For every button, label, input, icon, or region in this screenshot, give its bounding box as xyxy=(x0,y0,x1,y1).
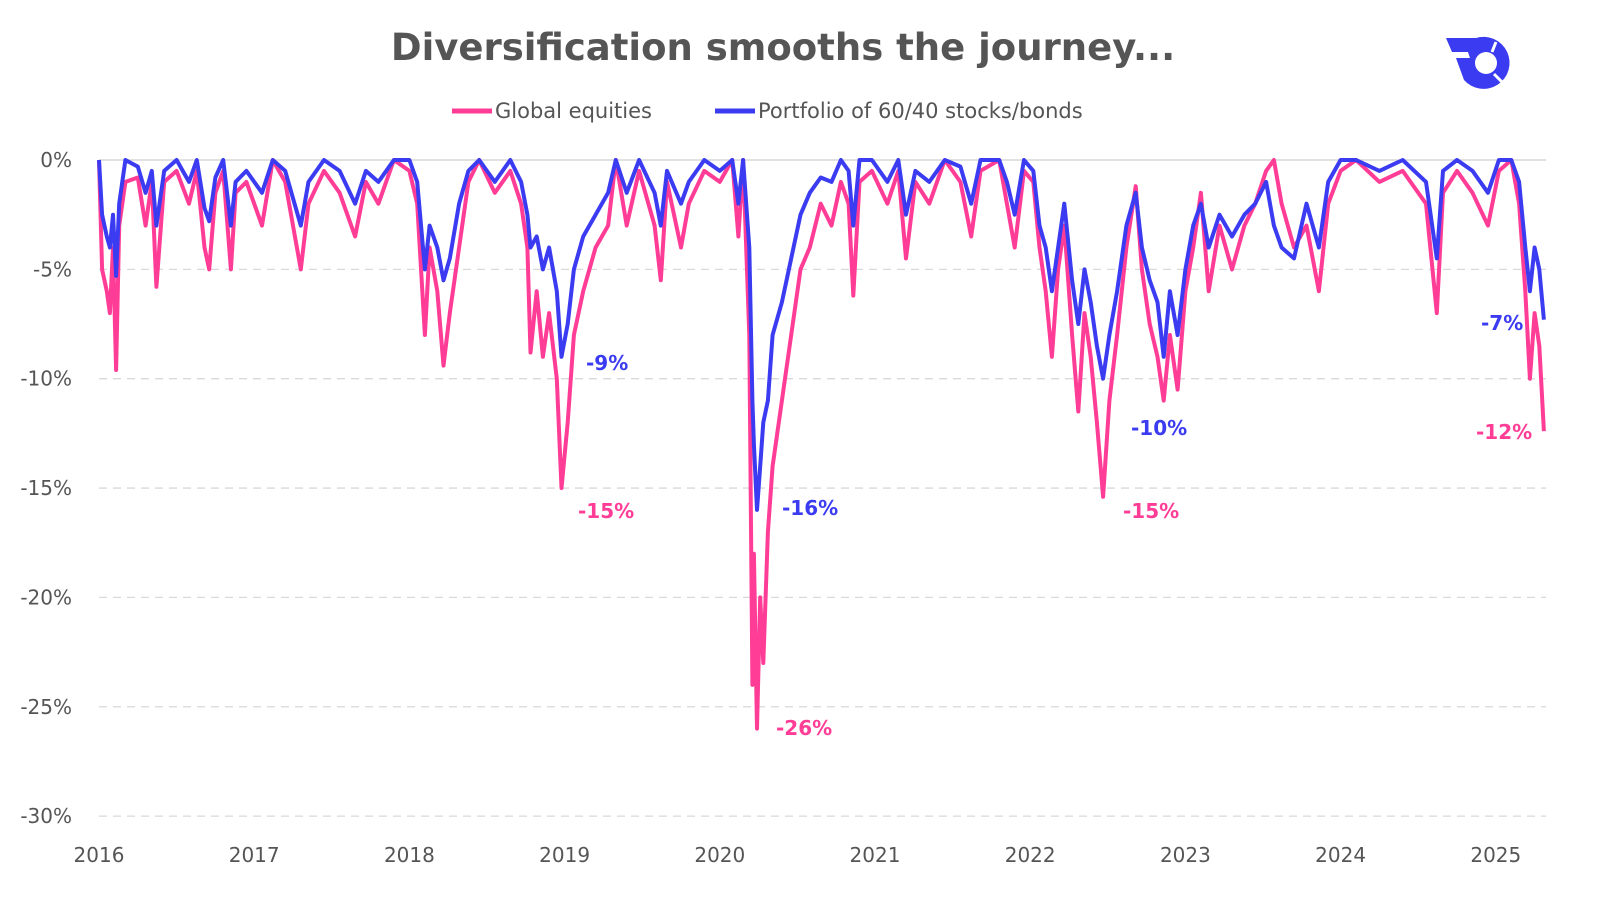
x-tick-label: 2019 xyxy=(539,843,590,867)
y-tick-label: -10% xyxy=(20,367,72,391)
y-tick-label: -5% xyxy=(33,257,72,281)
annotation-label: -15% xyxy=(578,499,634,523)
x-tick-label: 2021 xyxy=(850,843,901,867)
portfolio-line xyxy=(97,158,1546,512)
y-tick-label: 0% xyxy=(40,148,72,172)
y-axis: 0% -5% -10% -15% -20% -25% -30% xyxy=(20,148,72,828)
series-lines xyxy=(97,158,1546,731)
x-tick-label: 2018 xyxy=(384,843,435,867)
x-tick-label: 2020 xyxy=(694,843,745,867)
annotation-label: -9% xyxy=(586,351,628,375)
legend-label-portfolio: Portfolio of 60/40 stocks/bonds xyxy=(758,99,1083,123)
legend: Global equities Portfolio of 60/40 stock… xyxy=(452,99,1083,123)
x-tick-label: 2016 xyxy=(74,843,125,867)
equities-line xyxy=(97,158,1546,731)
y-tick-label: -15% xyxy=(20,476,72,500)
x-tick-label: 2022 xyxy=(1005,843,1056,867)
brand-logo-icon xyxy=(1446,36,1510,89)
annotations: -9% -15% -16% -26% -10% -15% -7% -12% xyxy=(578,311,1532,740)
gridlines xyxy=(99,159,1546,817)
annotation-label: -15% xyxy=(1123,499,1179,523)
x-tick-label: 2023 xyxy=(1160,843,1211,867)
chart-title: Diversification smooths the journey... xyxy=(391,26,1175,69)
x-tick-label: 2017 xyxy=(229,843,280,867)
annotation-label: -26% xyxy=(776,716,832,740)
annotation-label: -12% xyxy=(1476,420,1532,444)
y-tick-label: -25% xyxy=(20,695,72,719)
x-tick-label: 2024 xyxy=(1315,843,1366,867)
annotation-label: -10% xyxy=(1131,416,1187,440)
x-tick-label: 2025 xyxy=(1470,843,1521,867)
annotation-label: -7% xyxy=(1481,311,1523,335)
y-tick-label: -30% xyxy=(20,804,72,828)
y-tick-label: -20% xyxy=(20,585,72,609)
annotation-label: -16% xyxy=(782,496,838,520)
x-axis: 2016 2017 2018 2019 2020 2021 2022 2023 2024 2025 xyxy=(74,843,1522,867)
legend-label-equities: Global equities xyxy=(495,99,652,123)
